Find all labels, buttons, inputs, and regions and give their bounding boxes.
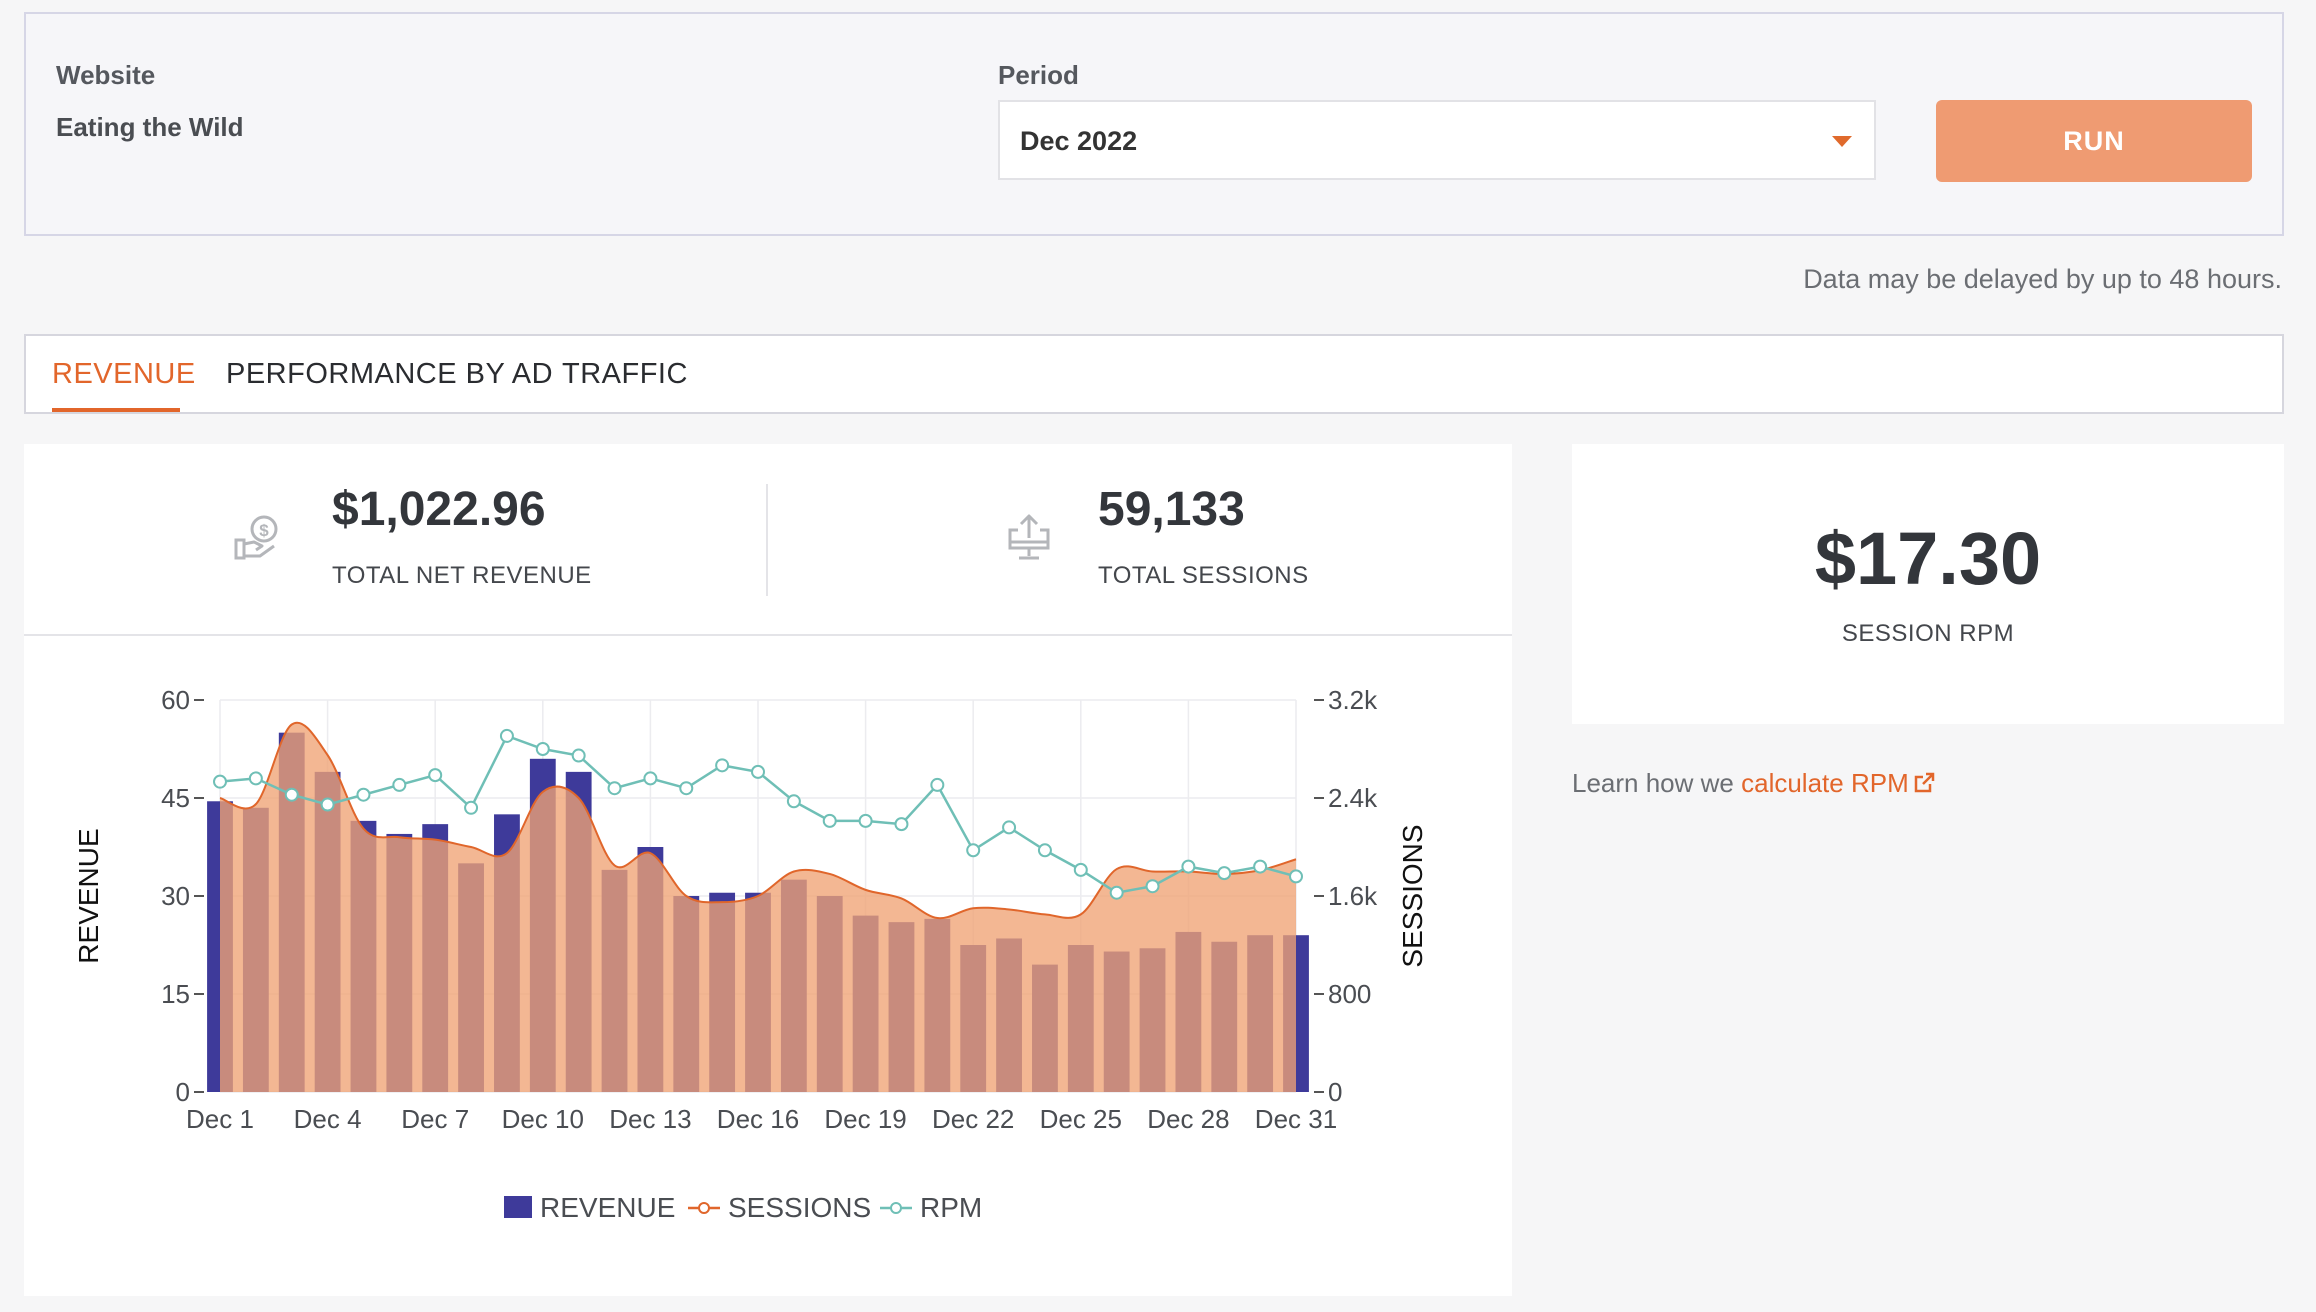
calculate-rpm-link[interactable]: calculate RPM [1741,768,1936,798]
tab-performance-by-ad[interactable]: PERFORMANCE BY AD [226,358,554,390]
x-tick-label: Dec 16 [717,1104,799,1134]
y2-tick-label: 3.2k [1328,685,1378,715]
x-tick-label: Dec 10 [502,1104,584,1134]
y2-tick-label: 1.6k [1328,881,1378,911]
chart-legend: REVENUE SESSIONS RPM [504,1192,982,1223]
rpm-point [715,758,730,773]
rpm-point [248,771,263,786]
session-rpm-card: $17.30 SESSION RPM [1572,444,2284,724]
y2-tick-label: 800 [1328,979,1371,1009]
legend-revenue-swatch [504,1196,532,1218]
x-tick-label: Dec 22 [932,1104,1014,1134]
data-delay-note: Data may be delayed by up to 48 hours. [1803,264,2282,294]
rpm-point [751,764,765,779]
y2-tick-label: 2.4k [1328,783,1378,813]
rpm-point [1253,859,1268,874]
total-sessions-label: TOTAL SESSIONS [1098,562,1309,589]
monitor-upload-icon [1008,514,1050,560]
rpm-point [1037,843,1052,858]
period-value: Dec 2022 [1020,126,1138,156]
revenue-card: $ $1,022.96 TOTAL NET REVENUE 59,133 TOT… [24,444,1512,1296]
x-tick-label: Dec 7 [401,1104,469,1134]
x-tick-label: Dec 1 [186,1104,254,1134]
rpm-point [1109,885,1124,900]
chart-axes: 0 15 30 45 60 0 800 1.6k 2.4k 3.2k Dec 1 Dec 4 Dec 7… [73,685,1428,1134]
rpm-point [535,742,550,756]
rpm-point [213,774,227,789]
rpm-point [679,781,694,796]
rpm-point [392,777,407,792]
y-tick-label: 15 [161,979,190,1009]
rpm-point [643,771,658,786]
rpm-point [1181,859,1196,874]
rpm-point [1002,820,1017,835]
rpm-point [930,777,945,792]
rpm-point [428,768,443,783]
rpm-point [786,794,801,809]
y2-tick-label: 0 [1328,1077,1342,1107]
sessions-area-fill [220,722,1296,1092]
rpm-point [464,800,479,815]
y-tick-label: 30 [161,881,190,911]
session-rpm-value: $17.30 [1814,517,2042,600]
rpm-point [320,797,335,812]
tab-traffic[interactable]: TRAFFIC [562,358,688,390]
x-tick-label: Dec 19 [824,1104,906,1134]
x-tick-label: Dec 4 [294,1104,362,1134]
rpm-point [499,728,514,743]
run-button[interactable]: RUN [1936,100,2252,182]
money-hand-icon: $ [234,515,278,560]
y-tick-label: 45 [161,783,190,813]
rpm-point [1289,869,1303,884]
y-axis-title: REVENUE [73,828,104,963]
total-net-revenue-value: $1,022.96 [332,483,546,536]
sessions-area [219,721,1297,1092]
caret-down-icon [1832,136,1852,147]
legend-rpm-marker [890,1202,902,1214]
learn-prefix: Learn how we [1572,768,1742,798]
stat-divider [766,484,768,596]
rpm-point [822,813,837,828]
period-select[interactable]: Dec 2022 [998,100,1876,180]
legend-sessions-label: SESSIONS [728,1192,871,1223]
rpm-point [1217,866,1232,881]
legend-revenue-label: REVENUE [540,1192,675,1223]
rpm-point [1145,879,1160,894]
tab-revenue[interactable]: REVENUE [52,358,196,390]
y-tick-label: 0 [176,1077,190,1107]
active-tab-indicator [52,408,180,412]
report-tabs: REVENUE PERFORMANCE BY AD TRAFFIC [24,334,2284,414]
rpm-point [607,781,622,796]
rpm-line [213,728,1303,900]
session-rpm-label: SESSION RPM [1841,620,2015,647]
rpm-point [356,787,371,802]
external-link-icon [1914,772,1934,793]
rpm-point [858,813,873,828]
learn-rpm-text: Learn how we calculate RPM [1572,768,1936,799]
website-label: Website [56,60,156,90]
rpm-point [894,817,909,832]
total-sessions-value: 59,133 [1098,483,1245,536]
website-value: Eating the Wild [56,112,244,142]
total-net-revenue-label: TOTAL NET REVENUE [332,562,592,589]
stat-section-divider [24,634,1512,636]
filter-panel: Website Eating the Wild Period Dec 2022 … [24,12,2284,236]
y-tick-label: 60 [161,685,190,715]
y2-axis-title: SESSIONS [1397,824,1428,967]
revenue-chart: 0 15 30 45 60 0 800 1.6k 2.4k 3.2k Dec 1 Dec 4 Dec 7… [73,685,1428,1223]
sessions-line [219,721,1297,920]
legend-rpm-label: RPM [920,1192,982,1223]
rpm-point [571,748,586,763]
x-tick-label: Dec 13 [609,1104,691,1134]
legend-sessions-marker [698,1202,710,1214]
x-tick-label: Dec 31 [1255,1104,1337,1134]
period-label: Period [998,60,1079,90]
svg-text:$: $ [259,521,269,540]
rpm-point [966,843,981,858]
x-tick-label: Dec 28 [1147,1104,1229,1134]
rpm-point [1073,862,1088,877]
x-tick-label: Dec 25 [1040,1104,1122,1134]
rpm-point [284,787,299,802]
